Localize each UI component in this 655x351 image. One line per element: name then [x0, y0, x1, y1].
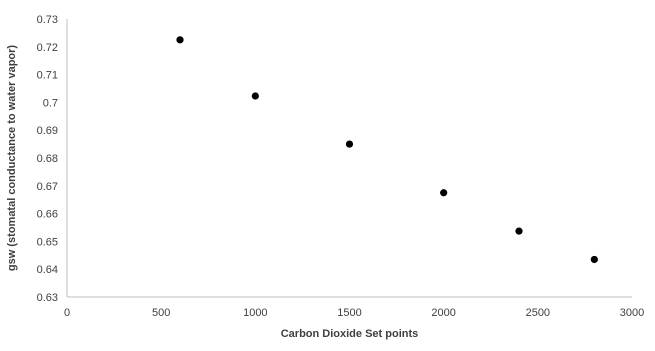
x-axis-title: Carbon Dioxide Set points	[281, 328, 419, 340]
x-tick-label: 1500	[337, 307, 361, 319]
y-tick-label: 0.65	[37, 236, 58, 248]
data-point	[251, 92, 259, 100]
y-tick-label: 0.64	[37, 264, 58, 276]
x-tick-label: 2500	[526, 307, 550, 319]
data-point	[176, 36, 184, 44]
y-tick-labels: 0.63 0.64 0.65 0.66 0.67 0.68 0.69 0.7 0.71 0.72 0…	[37, 14, 58, 304]
x-tick-label: 1000	[243, 307, 267, 319]
y-tick-label: 0.67	[37, 181, 58, 193]
x-tick-label: 0	[64, 307, 70, 319]
y-tick-label: 0.7	[43, 97, 58, 109]
data-point	[440, 189, 448, 197]
data-point	[590, 255, 598, 264]
data-point	[345, 140, 354, 148]
y-tick-label: 0.72	[37, 42, 58, 54]
y-tick-label: 0.73	[37, 14, 58, 26]
x-tick-label: 3000	[620, 307, 644, 319]
x-tick-label: 2000	[431, 307, 455, 319]
y-axis-title: gsw (stomatal conductance to water vapor…	[6, 45, 18, 271]
y-tick-label: 0.66	[37, 209, 58, 221]
y-tick-label: 0.68	[37, 153, 58, 165]
x-tick-label: 500	[152, 307, 170, 319]
y-tick-label: 0.69	[37, 125, 58, 137]
data-point	[515, 227, 523, 235]
y-tick-label: 0.71	[37, 70, 58, 82]
y-tick-label: 0.63	[37, 292, 58, 304]
x-tick-labels: 0 500 1000 1500 2000 2500 3000	[64, 307, 644, 319]
data-points	[176, 36, 598, 264]
